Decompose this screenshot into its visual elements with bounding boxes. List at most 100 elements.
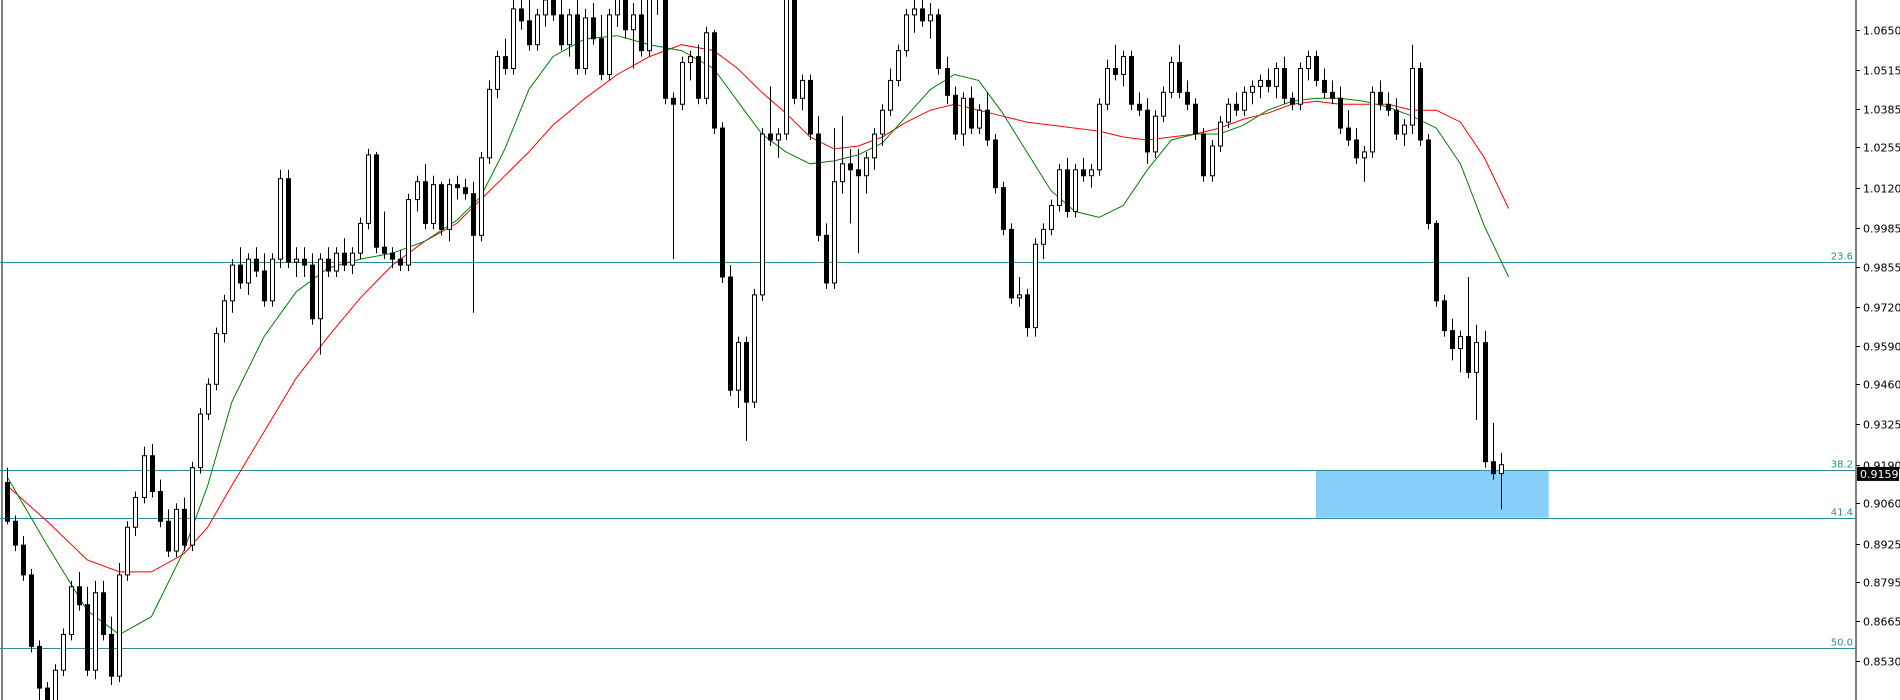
candle xyxy=(696,44,701,105)
candle-body-bull xyxy=(406,199,411,266)
candle xyxy=(1137,92,1142,117)
candle xyxy=(125,521,130,581)
candle-body-bull xyxy=(840,163,845,183)
candle xyxy=(1226,98,1231,129)
candle xyxy=(318,253,323,355)
candle xyxy=(567,8,572,57)
candle xyxy=(1354,128,1359,164)
candle-body-bear xyxy=(1394,109,1399,135)
candle-body-bear xyxy=(13,520,18,546)
candle-body-bull xyxy=(198,413,203,469)
candle xyxy=(920,0,925,27)
candle-body-bear xyxy=(808,79,813,135)
candle-body-bull xyxy=(832,181,837,284)
candle xyxy=(431,175,436,230)
candle-body-bear xyxy=(1193,103,1198,135)
candle xyxy=(1402,119,1407,146)
candle xyxy=(109,616,114,686)
candle xyxy=(1491,422,1496,480)
candle xyxy=(77,571,82,611)
candle-body-bull xyxy=(1073,169,1078,212)
candle xyxy=(744,336,749,441)
candle-body-bull xyxy=(896,50,901,81)
candle-body-bear xyxy=(1491,461,1496,475)
candle-body-bull xyxy=(1049,205,1054,230)
candle xyxy=(439,181,444,236)
candle-body-bear xyxy=(1266,79,1271,87)
candle xyxy=(350,247,355,275)
candle xyxy=(310,253,315,325)
candle-body-bear xyxy=(696,56,701,99)
candle xyxy=(1105,59,1110,111)
candle xyxy=(479,151,484,242)
candle-body-bull xyxy=(1226,103,1231,123)
current-price-label: 0.9159 xyxy=(1860,468,1899,481)
candle xyxy=(286,169,291,269)
candle xyxy=(768,86,773,146)
candle-body-bull xyxy=(294,258,299,263)
candle-body-bear xyxy=(326,258,331,272)
candle-body-bear xyxy=(471,193,476,236)
candle-body-bear xyxy=(856,169,861,177)
y-tick-label: 0.9720 xyxy=(1863,302,1900,315)
candle xyxy=(1370,86,1375,158)
candle-body-bear xyxy=(1282,68,1287,99)
candle-body-bear xyxy=(559,14,564,46)
candle xyxy=(1338,86,1343,135)
candle-body-bull xyxy=(358,222,363,254)
candle-body-bear xyxy=(1434,222,1439,302)
candle-body-bear xyxy=(985,109,990,141)
candle xyxy=(214,327,219,391)
candle-body-bear xyxy=(439,184,444,230)
candle xyxy=(166,509,171,558)
candle xyxy=(1466,277,1471,379)
candle-body-bear xyxy=(158,490,163,522)
candle-body-bear xyxy=(744,342,749,403)
candle xyxy=(174,503,179,558)
candle xyxy=(503,38,508,75)
candle-body-bull xyxy=(415,181,420,201)
candle xyxy=(1306,50,1311,81)
candle-body-bear xyxy=(455,184,460,189)
candle xyxy=(1201,128,1206,182)
candle xyxy=(848,148,853,224)
candle-body-bear xyxy=(310,264,315,320)
candle xyxy=(1362,145,1367,182)
candle xyxy=(1242,86,1247,117)
candle-body-bull xyxy=(246,258,251,284)
candle xyxy=(736,336,741,409)
candle xyxy=(1033,238,1038,337)
candle-body-bear xyxy=(398,258,403,266)
candle xyxy=(985,92,990,146)
candle xyxy=(158,479,163,528)
candle-body-bull xyxy=(615,0,620,16)
candle xyxy=(872,128,877,170)
candle-body-bull xyxy=(1402,124,1407,135)
candle-body-bull xyxy=(53,669,58,700)
candle-body-bear xyxy=(182,508,187,546)
candle xyxy=(487,80,492,164)
candle xyxy=(519,0,524,30)
candle-body-bear xyxy=(21,544,26,576)
candle-body-bull xyxy=(864,157,869,177)
candle xyxy=(928,2,933,39)
candle-body-bull xyxy=(543,0,548,16)
candle-body-bear xyxy=(45,687,50,700)
candle-body-bear xyxy=(286,178,291,263)
candles-group xyxy=(5,0,1504,700)
candle-body-bear xyxy=(5,482,10,522)
candle xyxy=(21,536,26,581)
y-tick-label: 0.8925 xyxy=(1863,539,1900,552)
candle-body-bull xyxy=(961,97,966,135)
candle xyxy=(85,586,90,677)
candle xyxy=(1089,163,1094,188)
candle xyxy=(29,568,34,653)
candle-body-bear xyxy=(1009,228,1014,299)
candle-body-bear xyxy=(663,0,668,99)
candle xyxy=(61,628,66,677)
candle xyxy=(559,0,564,51)
candle xyxy=(294,247,299,278)
candle-body-bear xyxy=(463,187,468,195)
candle-body-bull xyxy=(214,333,219,385)
candle xyxy=(374,151,379,254)
